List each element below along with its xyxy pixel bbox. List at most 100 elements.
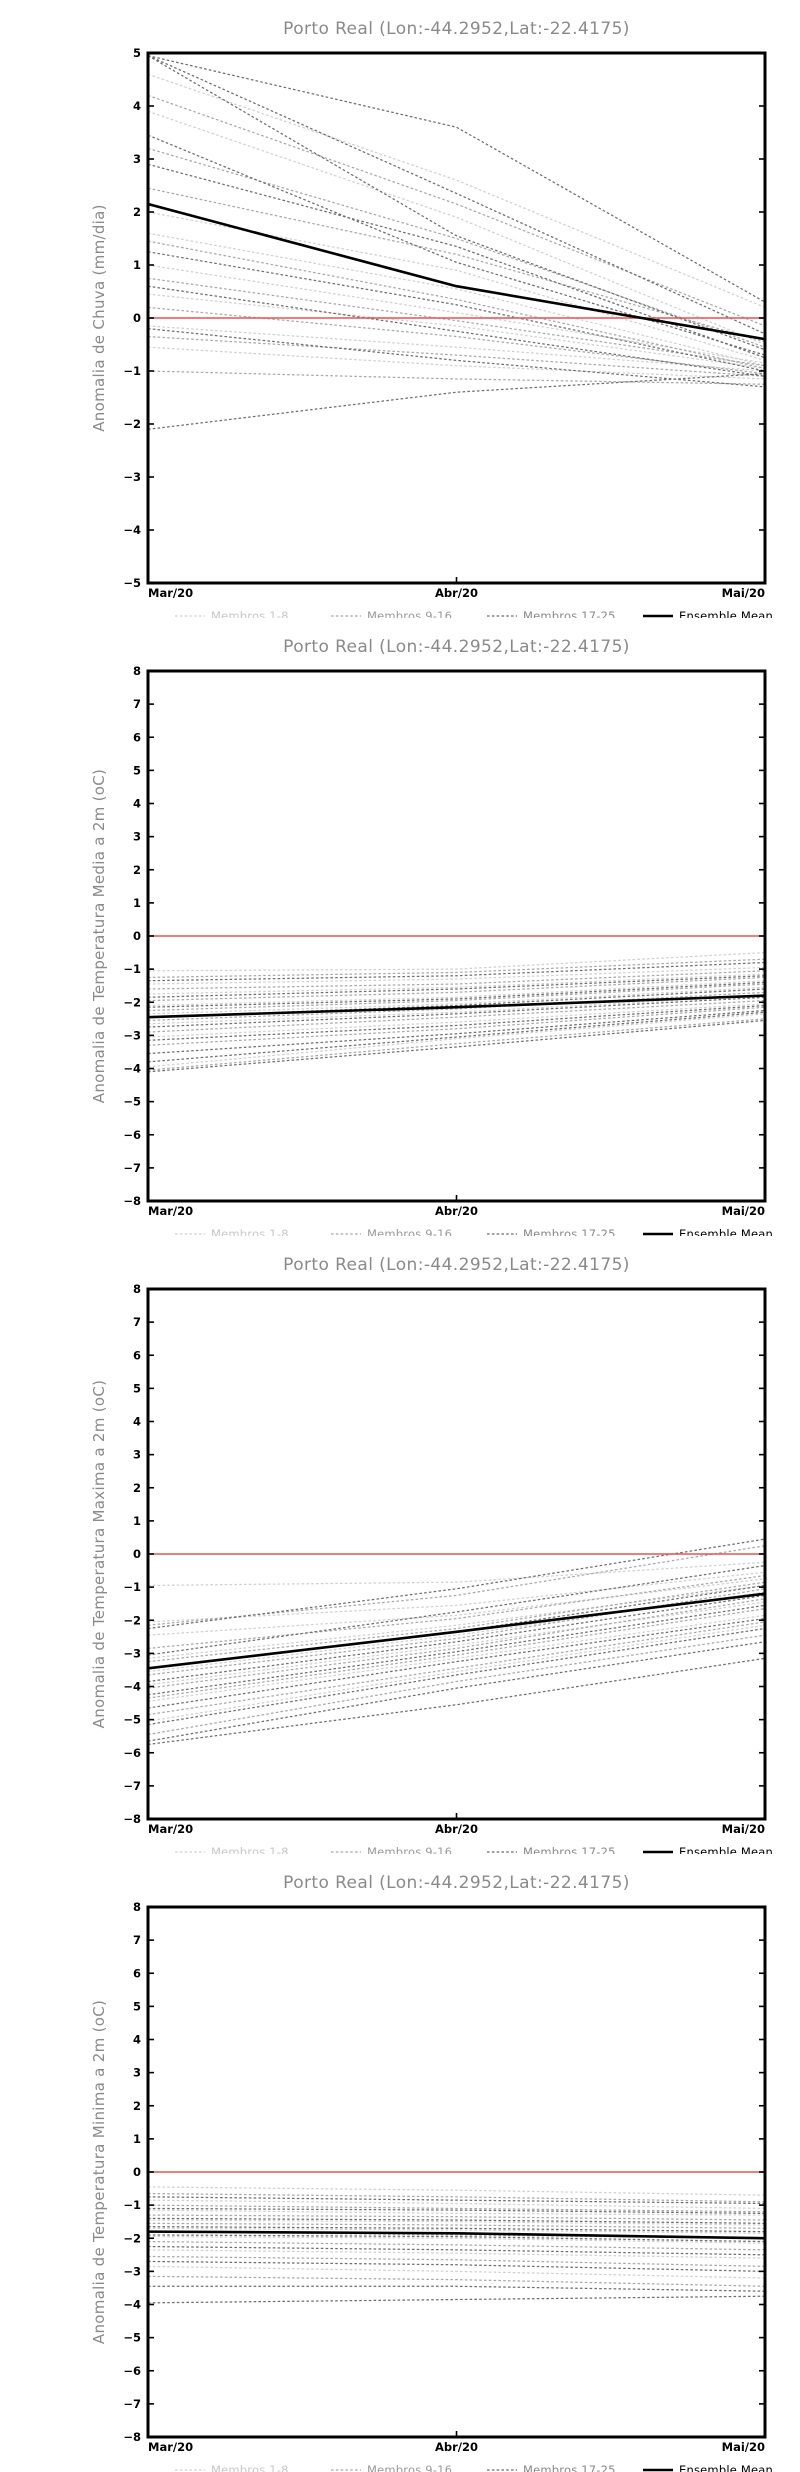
y-axis-label: Anomalia de Temperatura Media a 2m (oC) [90,769,108,1103]
y-tick-label: 8 [133,664,141,678]
y-tick-label: 0 [133,929,141,943]
y-tick-label: −5 [123,1713,141,1727]
y-tick-label: −1 [123,962,141,976]
y-tick-label: 7 [133,1933,141,1947]
chart-title: Porto Real (Lon:-44.2952,Lat:-22.4175) [283,637,630,657]
y-tick-label: 2 [133,2099,141,2113]
member-line [148,110,765,346]
member-line [148,966,765,985]
y-tick-label: 0 [133,2165,141,2179]
member-line [148,187,765,343]
legend-label-2: Membros 9-16 [367,609,452,618]
chart-legend: Membros 1-8 Membros 9-16 Membros 17-25 Ense… [175,1227,773,1236]
member-line [148,999,765,1033]
member-line [148,2192,765,2203]
member-line [148,325,765,372]
member-line [148,1538,765,1630]
member-line [148,1604,765,1696]
legend-label-4: Ensemble Mean [679,1227,773,1236]
member-line [148,2207,765,2215]
member-line [148,1584,765,1669]
member-line [148,251,765,372]
member-line [148,1634,765,1736]
member-line [148,55,765,335]
y-tick-label: −1 [123,2198,141,2212]
member-line [148,1009,765,1055]
y-tick-label: −4 [123,1680,141,1694]
y-tick-label: −3 [123,470,141,484]
member-line [148,2234,765,2243]
member-line [148,1617,765,1709]
ensemble-mean-line [148,2230,765,2240]
member-line [148,975,765,998]
y-tick-label: −3 [123,2264,141,2278]
series-layer [148,2171,765,2304]
legend-label-2: Membros 9-16 [367,1845,452,1854]
x-tick-label: Mai/20 [722,1822,765,1836]
member-line [148,2227,765,2234]
y-tick-label: −7 [123,1161,141,1175]
legend-label-3: Membros 17-25 [523,1227,616,1236]
member-line [148,373,765,430]
y-tick-label: 3 [133,2066,141,2080]
member-line [148,2265,765,2279]
x-tick-label: Mai/20 [722,2440,765,2454]
member-line [148,2260,765,2272]
member-line [148,976,765,1002]
member-line [148,986,765,1015]
member-line [148,293,765,369]
y-axis-ticks: −8 −7 −6 −5 −4 −3 −2 −1 0 1 2 3 4 5 6 7 8 [123,1282,765,1826]
legend-label-4: Ensemble Mean [679,1845,773,1854]
member-line [148,1601,765,1686]
y-tick-label: −2 [123,1613,141,1627]
legend-label-3: Membros 17-25 [523,609,616,618]
chart-legend: Membros 1-8 Membros 9-16 Membros 17-25 Ense… [175,1845,773,1854]
member-line [148,2214,765,2221]
member-line [148,1578,765,1636]
x-tick-label: Abr/20 [435,1822,478,1836]
x-tick-label: Mar/20 [148,586,193,600]
y-tick-label: −4 [123,523,141,537]
y-tick-label: −5 [123,576,141,590]
member-line [148,1624,765,1722]
x-axis-ticks: Mar/20 Abr/20 Mai/20 [147,1813,766,1836]
y-tick-label: 5 [133,46,141,60]
member-line [148,147,765,348]
member-line [148,2226,765,2233]
y-tick-label: 4 [133,2033,141,2047]
x-tick-label: Mai/20 [722,1204,765,1218]
member-line [148,2209,765,2216]
member-line [148,2255,765,2268]
member-line [148,1013,765,1068]
y-tick-label: −3 [123,1028,141,1042]
series-layer [148,1538,765,1746]
member-line [148,1004,765,1041]
chart-svg-tminima: Porto Real (Lon:-44.2952,Lat:-22.4175) An… [90,1873,773,2472]
y-tick-label: 4 [133,1415,141,1429]
y-tick-label: 5 [133,763,141,777]
chart-title: Porto Real (Lon:-44.2952,Lat:-22.4175) [283,1873,630,1893]
legend-label-1: Membros 1-8 [211,1845,289,1854]
y-tick-label: 1 [133,258,141,272]
y-tick-label: 1 [133,896,141,910]
member-line [148,1006,765,1046]
member-line [148,1594,765,1683]
y-tick-label: 3 [133,1448,141,1462]
ensemble-mean-line [148,994,765,1019]
member-line [148,2204,765,2213]
x-tick-label: Mar/20 [148,1822,193,1836]
member-line [148,1003,765,1038]
x-tick-label: Mar/20 [148,2440,193,2454]
member-line [148,1545,765,1626]
legend-label-1: Membros 1-8 [211,609,289,618]
member-line [148,983,765,1012]
y-tick-label: 1 [133,1514,141,1528]
y-tick-label: 4 [133,99,141,113]
y-tick-label: −8 [123,1812,141,1826]
y-tick-label: 2 [133,1481,141,1495]
chart-svg-tmedia: Porto Real (Lon:-44.2952,Lat:-22.4175) An… [90,637,773,1236]
chart-panel-chuva: Porto Real (Lon:-44.2952,Lat:-22.4175) An… [0,0,800,618]
member-line [148,2285,765,2292]
x-tick-label: Mar/20 [148,1204,193,1218]
